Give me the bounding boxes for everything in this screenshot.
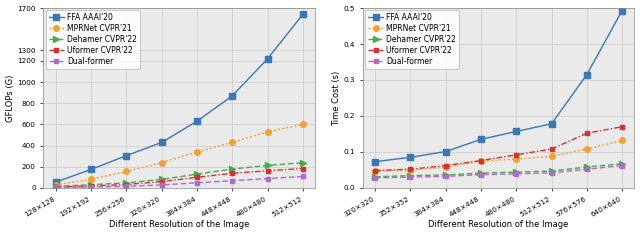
Line: Dehamer CVPR'22: Dehamer CVPR'22 <box>53 160 305 189</box>
Dual-former <box>477 173 484 176</box>
MPRNet CVPR'21 <box>228 141 236 144</box>
Legend: FFA AAAI'20, MPRNet CVPR'21, Dehamer CVPR'22, Uformer CVPR'22, Dual-former: FFA AAAI'20, MPRNet CVPR'21, Dehamer CVP… <box>365 10 460 69</box>
Dehamer CVPR'22 <box>477 172 484 175</box>
FFA AAAI'20 <box>299 13 307 16</box>
FFA AAAI'20 <box>513 130 520 133</box>
FFA AAAI'20 <box>442 150 449 153</box>
Dual-former <box>583 168 591 171</box>
Dehamer CVPR'22 <box>193 173 201 176</box>
Dual-former <box>193 181 201 184</box>
MPRNet CVPR'21 <box>442 166 449 169</box>
MPRNet CVPR'21 <box>477 160 484 162</box>
FFA AAAI'20 <box>618 9 626 12</box>
Dual-former <box>548 171 556 174</box>
FFA AAAI'20 <box>371 160 379 163</box>
Uformer CVPR'22 <box>264 169 271 172</box>
Dual-former <box>87 186 95 188</box>
Line: Uformer CVPR'22: Uformer CVPR'22 <box>373 125 624 173</box>
X-axis label: Different Resolution of the Image: Different Resolution of the Image <box>428 220 569 229</box>
Dehamer CVPR'22 <box>583 166 591 168</box>
Dehamer CVPR'22 <box>52 185 60 188</box>
Dehamer CVPR'22 <box>158 178 166 181</box>
Dehamer CVPR'22 <box>299 161 307 164</box>
FFA AAAI'20 <box>477 138 484 141</box>
FFA AAAI'20 <box>264 57 271 60</box>
Dehamer CVPR'22 <box>513 171 520 173</box>
Uformer CVPR'22 <box>228 172 236 175</box>
Uformer CVPR'22 <box>87 184 95 187</box>
MPRNet CVPR'21 <box>618 139 626 142</box>
Line: Dehamer CVPR'22: Dehamer CVPR'22 <box>372 161 625 180</box>
Dual-former <box>442 175 449 178</box>
Legend: FFA AAAI'20, MPRNet CVPR'21, Dehamer CVPR'22, Uformer CVPR'22, Dual-former: FFA AAAI'20, MPRNet CVPR'21, Dehamer CVP… <box>46 10 140 69</box>
Dual-former <box>513 172 520 175</box>
Uformer CVPR'22 <box>513 153 520 156</box>
FFA AAAI'20 <box>122 154 130 157</box>
FFA AAAI'20 <box>548 122 556 125</box>
Dehamer CVPR'22 <box>406 174 414 177</box>
FFA AAAI'20 <box>52 181 60 184</box>
MPRNet CVPR'21 <box>583 148 591 150</box>
FFA AAAI'20 <box>228 94 236 97</box>
Uformer CVPR'22 <box>52 186 60 188</box>
Uformer CVPR'22 <box>193 176 201 179</box>
Dual-former <box>406 176 414 179</box>
Dehamer CVPR'22 <box>548 170 556 172</box>
Uformer CVPR'22 <box>299 167 307 170</box>
Uformer CVPR'22 <box>158 180 166 183</box>
Uformer CVPR'22 <box>122 183 130 186</box>
Dual-former <box>299 175 307 178</box>
MPRNet CVPR'21 <box>264 130 271 133</box>
MPRNet CVPR'21 <box>52 184 60 186</box>
Line: MPRNet CVPR'21: MPRNet CVPR'21 <box>53 122 305 188</box>
MPRNet CVPR'21 <box>87 178 95 181</box>
MPRNet CVPR'21 <box>371 170 379 172</box>
FFA AAAI'20 <box>158 141 166 144</box>
Dual-former <box>228 179 236 182</box>
MPRNet CVPR'21 <box>513 158 520 161</box>
Line: MPRNet CVPR'21: MPRNet CVPR'21 <box>372 138 625 174</box>
Uformer CVPR'22 <box>371 169 379 172</box>
Line: Uformer CVPR'22: Uformer CVPR'22 <box>54 166 305 189</box>
FFA AAAI'20 <box>87 168 95 171</box>
Dehamer CVPR'22 <box>228 168 236 170</box>
Line: Dual-former: Dual-former <box>54 174 305 190</box>
Uformer CVPR'22 <box>442 164 449 167</box>
Dehamer CVPR'22 <box>618 162 626 165</box>
Dual-former <box>158 184 166 186</box>
FFA AAAI'20 <box>193 120 201 123</box>
MPRNet CVPR'21 <box>548 155 556 158</box>
MPRNet CVPR'21 <box>406 168 414 171</box>
Uformer CVPR'22 <box>406 168 414 171</box>
Dual-former <box>122 185 130 188</box>
Dual-former <box>371 176 379 179</box>
Y-axis label: GFLOPs (G): GFLOPs (G) <box>6 74 15 122</box>
Dual-former <box>52 186 60 189</box>
Dehamer CVPR'22 <box>122 181 130 184</box>
Dual-former <box>264 177 271 180</box>
Uformer CVPR'22 <box>548 148 556 150</box>
MPRNet CVPR'21 <box>158 161 166 164</box>
Line: Dual-former: Dual-former <box>373 164 624 180</box>
Dual-former <box>618 164 626 167</box>
Uformer CVPR'22 <box>477 159 484 162</box>
FFA AAAI'20 <box>406 156 414 159</box>
Dehamer CVPR'22 <box>442 173 449 176</box>
Uformer CVPR'22 <box>618 125 626 128</box>
Dehamer CVPR'22 <box>264 164 271 167</box>
Dehamer CVPR'22 <box>371 175 379 178</box>
X-axis label: Different Resolution of the Image: Different Resolution of the Image <box>109 220 250 229</box>
Dehamer CVPR'22 <box>87 183 95 186</box>
MPRNet CVPR'21 <box>122 170 130 173</box>
FFA AAAI'20 <box>583 73 591 76</box>
Uformer CVPR'22 <box>583 132 591 135</box>
Y-axis label: Time Cost (s): Time Cost (s) <box>332 70 341 125</box>
Line: FFA AAAI'20: FFA AAAI'20 <box>53 12 305 185</box>
MPRNet CVPR'21 <box>193 150 201 153</box>
Line: FFA AAAI'20: FFA AAAI'20 <box>372 8 625 164</box>
MPRNet CVPR'21 <box>299 123 307 126</box>
